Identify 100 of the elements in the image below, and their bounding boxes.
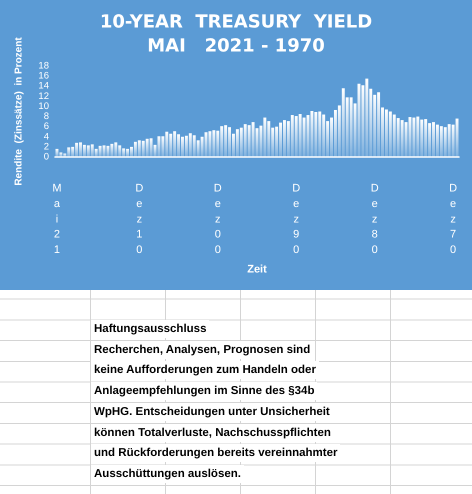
bar — [208, 131, 212, 157]
bar — [338, 105, 341, 157]
bar — [342, 88, 345, 157]
bar — [126, 148, 130, 157]
bar — [177, 134, 180, 157]
bar — [118, 145, 122, 157]
bar — [259, 126, 262, 157]
bar — [358, 84, 360, 157]
text: Haftungsausschluss — [91, 320, 210, 338]
x-tick-label: Dez80 — [370, 182, 379, 256]
y-tick-label: 16 — [38, 70, 49, 82]
text: und Rückforderungen bereits vereinnahmter — [91, 444, 340, 462]
y-tick-label: 4 — [44, 131, 49, 142]
x-tick-label: Mai21 — [52, 182, 62, 256]
bar — [224, 125, 228, 157]
bar — [55, 148, 58, 157]
bar — [448, 124, 451, 157]
bar — [282, 120, 286, 157]
bar — [165, 132, 168, 157]
bar — [59, 152, 62, 157]
bar — [361, 85, 364, 157]
bar — [354, 103, 357, 157]
bar — [106, 146, 110, 157]
y-tick-label: 18 — [38, 60, 49, 72]
bar — [452, 124, 455, 157]
bar — [440, 126, 443, 157]
bar — [279, 122, 282, 157]
y-axis-title: Rendite (Zinssätze) in Prozent — [14, 36, 24, 186]
bar — [322, 114, 326, 157]
y-tick-label: 10 — [38, 100, 49, 112]
x-tick-label: Dez00 — [214, 182, 222, 256]
bar — [314, 112, 318, 157]
bar — [400, 120, 404, 157]
text: können Totalverluste, Nachschusspflichten — [91, 424, 334, 442]
bar — [271, 128, 274, 157]
bar — [94, 148, 98, 157]
bar — [428, 123, 432, 157]
bar — [228, 127, 232, 157]
bar — [416, 116, 420, 157]
text: Recherchen, Analysen, Prognosen sind — [91, 340, 314, 359]
y-tick-label: 0 — [44, 152, 49, 162]
chart-title: 10-YEAR TREASURY YIELD — [100, 12, 372, 32]
bar — [146, 138, 149, 157]
bar — [408, 117, 412, 157]
bar — [256, 128, 258, 157]
bar — [157, 136, 160, 157]
bar — [161, 136, 164, 157]
bar — [388, 112, 392, 157]
bar — [122, 148, 126, 157]
bar — [71, 146, 74, 157]
bar — [63, 153, 66, 157]
bar — [220, 126, 224, 157]
bar — [204, 132, 208, 157]
bar — [240, 128, 243, 157]
bar — [392, 114, 396, 157]
bar — [200, 136, 204, 157]
bar — [275, 126, 278, 157]
bar — [169, 134, 172, 157]
bar — [330, 118, 333, 157]
text: WpHG. Entscheidungen unter Unsicherheit — [91, 402, 333, 421]
text: keine Aufforderungen zum Handeln oder — [91, 361, 319, 380]
bar — [79, 142, 82, 157]
bar — [138, 140, 141, 157]
bar — [432, 122, 435, 157]
bar — [196, 140, 200, 157]
chart-subtitle: MAI 2021 - 1970 — [147, 36, 325, 56]
bar — [212, 130, 216, 157]
bar — [154, 144, 156, 157]
bar — [373, 94, 376, 157]
y-tick-label: 14 — [38, 80, 49, 92]
bar — [82, 144, 86, 157]
bar — [114, 142, 118, 157]
bar — [134, 142, 137, 157]
x-tick-label: Dez10 — [135, 182, 144, 256]
y-tick-label: 8 — [44, 111, 49, 122]
bar — [350, 97, 353, 157]
bar — [365, 78, 368, 157]
bar — [173, 131, 176, 157]
bar — [377, 92, 380, 157]
bar — [326, 121, 330, 157]
bar — [302, 118, 306, 157]
bar — [110, 144, 114, 157]
bar — [334, 110, 337, 157]
text: Ausschüttungen auslösen. — [91, 464, 244, 483]
bar — [252, 122, 255, 157]
bar — [290, 115, 294, 157]
y-tick-label: 2 — [44, 141, 49, 152]
bar — [75, 142, 78, 157]
bar — [306, 115, 310, 157]
x-axis-title: Zeit — [247, 264, 268, 276]
bar — [232, 134, 235, 157]
bar — [86, 145, 90, 157]
bar — [310, 110, 314, 157]
x-tick-label: Dez90 — [292, 182, 300, 256]
bar — [396, 118, 400, 157]
bar — [263, 118, 266, 157]
text: Anlageempfehlungen im Sinne des §34b — [91, 382, 318, 400]
y-tick-label: 12 — [38, 90, 49, 102]
bar — [102, 145, 106, 157]
bar — [424, 119, 428, 157]
